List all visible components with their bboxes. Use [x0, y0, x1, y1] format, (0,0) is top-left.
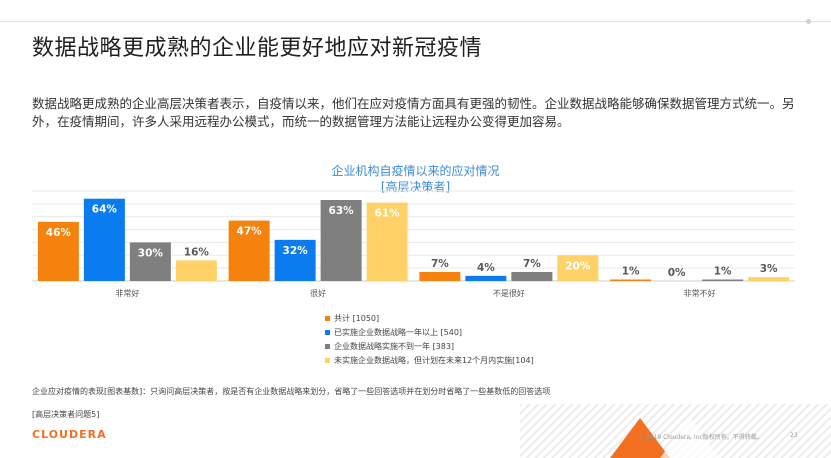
bar — [228, 220, 270, 281]
decorative-stripes — [520, 404, 831, 458]
legend-swatch — [325, 329, 330, 335]
legend-label: 未实施企业数据战略，但计划在未来12个月内实施[104] — [334, 355, 534, 365]
data-label: 46% — [46, 227, 72, 239]
question-reference: [高层决策者问题5] — [32, 410, 100, 419]
bar — [748, 277, 790, 281]
cloudera-logo: CLOUDERA — [32, 428, 107, 441]
page-number: 23 — [790, 432, 798, 439]
data-label: 1% — [622, 266, 640, 278]
data-label: 61% — [375, 208, 401, 220]
data-label: 20% — [565, 260, 591, 272]
legend-label: 共计 [1050] — [334, 313, 380, 323]
bar — [175, 260, 217, 281]
legend-item: 未实施企业数据战略，但计划在未来12个月内实施[104] — [325, 353, 534, 367]
legend-item: 企业数据战略实施不到一年 [383] — [325, 339, 534, 353]
data-label: 4% — [477, 262, 495, 274]
legend-label: 已实施企业数据战略一年以上 [540] — [334, 327, 463, 337]
page-title: 数据战略更成熟的企业能更好地应对新冠疫情 — [32, 36, 483, 61]
data-label: 47% — [237, 226, 263, 238]
chart-legend: 共计 [1050] 已实施企业数据战略一年以上 [540] 企业数据战略实施不到一年… — [325, 311, 534, 367]
category-label: 很好 — [310, 288, 326, 298]
bar — [419, 272, 461, 281]
data-label: 32% — [283, 245, 309, 257]
legend-swatch — [325, 357, 330, 363]
data-label: 63% — [329, 205, 355, 217]
data-label: 7% — [523, 258, 541, 270]
data-label: 64% — [92, 204, 118, 216]
data-label: 1% — [714, 266, 732, 278]
legend-label: 企业数据战略实施不到一年 [383] — [334, 341, 455, 351]
data-label: 3% — [760, 263, 778, 275]
data-label: 0% — [668, 267, 686, 279]
bar — [366, 202, 408, 281]
body-paragraph: 数据战略更成熟的企业高层决策者表示，自疫情以来，他们在应对疫情方面具有更强的韧性… — [32, 96, 795, 129]
bar — [129, 242, 171, 281]
legend-swatch — [325, 343, 330, 349]
bar — [511, 272, 553, 281]
category-label: 非常好 — [115, 288, 139, 298]
top-rule-dot — [806, 19, 811, 24]
bar — [37, 221, 79, 281]
top-rule — [0, 21, 831, 22]
legend-item: 共计 [1050] — [325, 311, 534, 325]
bar — [274, 239, 316, 281]
bar — [465, 275, 507, 281]
copyright-text: © 2019 Cloudera, Inc版权所有。不得转载。 — [638, 434, 763, 441]
data-label: 30% — [138, 247, 164, 259]
chart-title: 企业机构自疫情以来的应对情况 — [331, 164, 500, 178]
bar — [610, 279, 652, 281]
legend-item: 已实施企业数据战略一年以上 [540] — [325, 325, 534, 339]
bar — [320, 200, 362, 281]
bar — [557, 255, 599, 281]
bar — [702, 279, 744, 281]
category-label: 非常不好 — [684, 288, 716, 298]
data-label: 16% — [184, 246, 210, 258]
data-label: 7% — [431, 258, 449, 270]
bar — [83, 198, 125, 281]
chart-footnote: 企业应对疫情的表现[图表基数]：只询问高层决策者，按是否有企业数据战略来划分，省… — [32, 387, 551, 396]
category-label: 不是很好 — [493, 288, 525, 298]
legend-swatch — [325, 315, 330, 321]
